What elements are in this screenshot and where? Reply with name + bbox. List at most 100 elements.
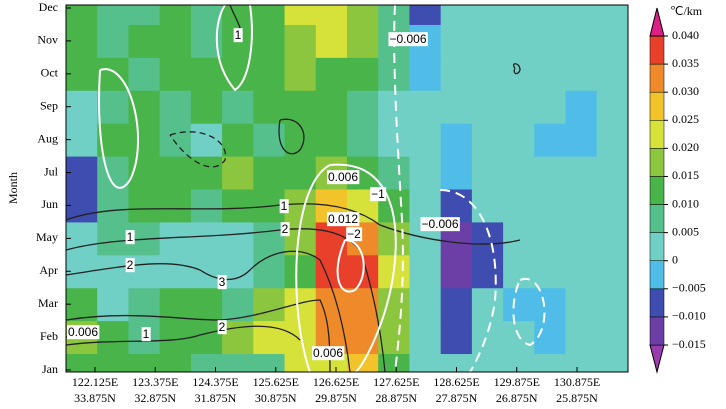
heatmap-cell xyxy=(471,254,504,289)
heatmap-cell xyxy=(503,254,535,289)
contour-label: 2 xyxy=(127,258,134,272)
heatmap-cell xyxy=(534,24,567,58)
heatmap-cell xyxy=(284,189,317,223)
heatmap-cell xyxy=(534,156,567,190)
heatmap-cell xyxy=(565,5,598,25)
x-tick-label: 123.375E xyxy=(132,375,178,389)
heatmap-cell xyxy=(97,320,129,355)
contour-label-bg xyxy=(370,187,387,202)
x-tick-label: 129.875E xyxy=(494,375,540,389)
colorbar-tick-label: 0.040 xyxy=(672,28,699,42)
contour-label-bg xyxy=(346,227,363,242)
heatmap-cell xyxy=(222,189,254,223)
heatmap-cell xyxy=(440,353,473,372)
heatmap-cell xyxy=(159,189,192,223)
heatmap-cell xyxy=(440,5,473,25)
contour-line xyxy=(336,239,365,293)
heatmap-cell xyxy=(66,90,98,124)
heatmap-cell xyxy=(409,57,442,91)
colorbar-tick-label: 0.005 xyxy=(672,224,699,238)
heatmap-cell xyxy=(222,123,254,157)
heatmap-cell xyxy=(66,221,98,256)
heatmap-cell xyxy=(596,24,628,58)
heatmap-cell xyxy=(315,24,348,58)
colorbar-extend xyxy=(649,344,665,374)
heatmap-cell xyxy=(565,24,598,58)
heatmap-cell xyxy=(503,189,535,223)
heatmap-cell xyxy=(159,287,192,322)
heatmap-cell xyxy=(66,189,98,223)
y-tick-label: Mar xyxy=(38,296,58,310)
heatmap-cell xyxy=(190,189,223,223)
heatmap-cell xyxy=(440,123,473,157)
heatmap-cell xyxy=(471,57,504,91)
y-tick-label: May xyxy=(36,230,58,244)
heatmap-cell xyxy=(503,24,535,58)
heatmap-cell xyxy=(440,90,473,124)
contour-label-bg xyxy=(125,258,135,273)
heatmap-cell xyxy=(565,57,598,91)
heatmap-cell xyxy=(97,57,129,91)
heatmap-cell xyxy=(347,123,379,157)
heatmap-cell xyxy=(471,320,504,355)
heatmap-cell xyxy=(409,5,442,25)
heatmap-cell xyxy=(190,5,223,25)
y-tick-label: Jun xyxy=(41,197,58,211)
colorbar-tick-label: −0.010 xyxy=(672,309,706,323)
heatmap-cell xyxy=(471,24,504,58)
heatmap-cell xyxy=(565,320,598,355)
x-tick-label: 30.875N xyxy=(255,391,297,405)
heatmap-cell xyxy=(315,57,348,91)
heatmap-cell xyxy=(503,156,535,190)
heatmap-cell xyxy=(222,353,254,372)
heatmap-cell xyxy=(534,189,567,223)
colorbar-band xyxy=(649,35,665,65)
heatmap-cell xyxy=(347,320,379,355)
heatmap-cell xyxy=(347,24,379,58)
heatmap-cell xyxy=(66,156,98,190)
contour-label: 1 xyxy=(127,230,134,244)
heatmap-cell xyxy=(128,24,161,58)
colorbar-band xyxy=(649,176,665,205)
contour-label: 1 xyxy=(281,199,288,213)
contour-label: −1 xyxy=(371,187,385,201)
heatmap-cell xyxy=(596,5,628,25)
heatmap-cell xyxy=(534,57,567,91)
heatmap-cell xyxy=(190,221,223,256)
x-tick-label: 31.875N xyxy=(195,391,237,405)
heatmap-cell xyxy=(347,57,379,91)
heatmap-cell xyxy=(190,90,223,124)
heatmap-cell xyxy=(284,156,317,190)
contour-line xyxy=(66,203,521,245)
heatmap-cell xyxy=(378,320,410,355)
heatmap-cell xyxy=(503,57,535,91)
heatmap-cell xyxy=(222,5,254,25)
contour-label-bg xyxy=(279,199,289,214)
heatmap-cell xyxy=(565,90,598,124)
heatmap-cell xyxy=(534,5,567,25)
contour-label-bg xyxy=(326,170,360,185)
heatmap-cell xyxy=(190,320,223,355)
heatmap-cell xyxy=(378,221,410,256)
heatmap-cell xyxy=(159,254,192,289)
heatmap-cell xyxy=(284,5,317,25)
contour-label: 0.006 xyxy=(328,170,358,184)
x-tick-label: 130.875E xyxy=(554,375,600,389)
heatmap-cell xyxy=(128,57,161,91)
heatmap-cell xyxy=(159,5,192,25)
heatmap-cell xyxy=(253,57,286,91)
heatmap-cell xyxy=(128,189,161,223)
heatmap-cell xyxy=(253,353,286,372)
contour-label: 0.006 xyxy=(313,346,343,360)
heatmap-cell xyxy=(315,221,348,256)
contour-label-bg xyxy=(125,230,135,245)
colorbar-tick-label: 0.010 xyxy=(672,196,699,210)
x-tick-label: 33.875N xyxy=(74,391,116,405)
heatmap-cell xyxy=(378,123,410,157)
x-tick-label: 32.875N xyxy=(134,391,176,405)
colorbar-extend xyxy=(649,7,665,37)
heatmap-cell xyxy=(503,123,535,157)
heatmap-cell xyxy=(596,254,628,289)
x-tick-label: 26.875N xyxy=(496,391,538,405)
